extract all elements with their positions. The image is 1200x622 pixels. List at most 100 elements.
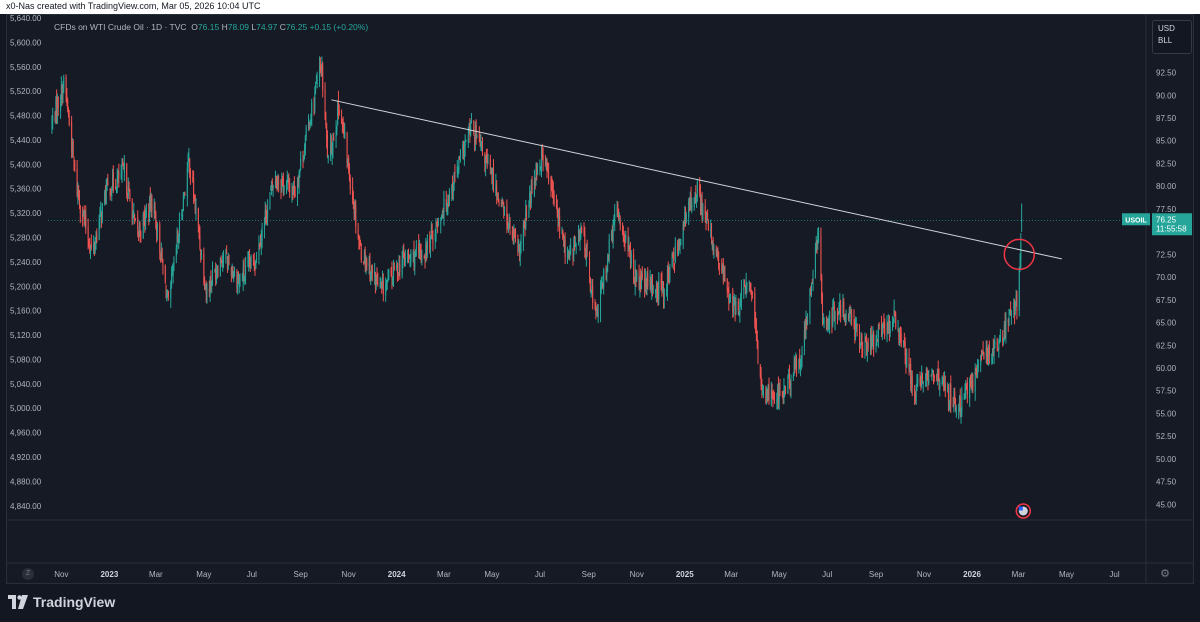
candle-body xyxy=(463,150,465,162)
left-axis-tick-label: 5,240.00 xyxy=(10,258,42,267)
candle-body xyxy=(850,314,852,316)
candle-body xyxy=(937,367,939,375)
candle-body xyxy=(788,373,790,383)
candle-body xyxy=(950,384,952,405)
x-axis-tick-label: 2025 xyxy=(676,570,694,579)
auto-scale-button[interactable]: Z xyxy=(22,568,34,580)
candle-body xyxy=(320,65,322,72)
candle-body xyxy=(567,255,569,256)
candle-body xyxy=(410,252,412,261)
candle-body xyxy=(282,177,284,180)
candle-body xyxy=(215,272,217,277)
candle-body xyxy=(856,323,858,327)
candle-body xyxy=(199,235,201,248)
candle-body xyxy=(1002,337,1004,343)
candle-body xyxy=(486,156,488,161)
candle-body xyxy=(739,302,741,314)
candle-body xyxy=(685,215,687,221)
candle-body xyxy=(456,166,458,173)
candle-body xyxy=(796,359,798,369)
candle-body xyxy=(988,347,990,356)
candle-body xyxy=(370,266,372,271)
candle-body xyxy=(132,215,134,219)
candle-body xyxy=(633,254,635,279)
chart-frame[interactable] xyxy=(6,14,1194,584)
tradingview-logo: TradingView xyxy=(8,594,115,610)
x-axis-tick-label: Sep xyxy=(869,570,884,579)
candle-body xyxy=(723,274,725,280)
candle-body xyxy=(766,388,768,403)
candle-body xyxy=(684,212,686,225)
candle-body xyxy=(773,396,775,404)
candle-body xyxy=(131,201,133,223)
candle-body xyxy=(1008,311,1010,323)
candle-body xyxy=(579,234,581,242)
candle-body xyxy=(183,194,185,199)
candle-body xyxy=(233,275,235,279)
candle-body xyxy=(304,147,306,154)
candle-body xyxy=(927,376,929,382)
candle-body xyxy=(911,375,913,387)
candle-body xyxy=(547,167,549,170)
candle-body xyxy=(1010,311,1012,316)
gear-icon[interactable]: ⚙ xyxy=(1160,568,1170,580)
candle-body xyxy=(259,243,261,247)
candle-body xyxy=(374,270,376,277)
right-axis-tick-label: 87.50 xyxy=(1156,114,1177,123)
candle-body xyxy=(886,322,888,340)
candle-body xyxy=(304,135,306,151)
candle-body xyxy=(398,262,400,273)
candle-body xyxy=(392,276,394,281)
x-axis-tick-label: Mar xyxy=(1012,570,1026,579)
candle-body xyxy=(360,248,362,261)
candle-body xyxy=(282,178,284,190)
candle-body xyxy=(849,312,851,314)
candle-body xyxy=(663,289,665,300)
candle-body xyxy=(122,163,124,166)
candle-body xyxy=(418,243,420,253)
x-axis-tick-label: May xyxy=(772,570,787,579)
candle-body xyxy=(188,155,190,156)
candle-body xyxy=(679,241,681,248)
unit-selector[interactable]: USD BLL xyxy=(1152,20,1192,54)
candle-body xyxy=(551,184,553,187)
candle-body xyxy=(145,213,147,222)
candle-body xyxy=(148,213,150,217)
candle-body xyxy=(645,279,647,290)
candle-body xyxy=(983,352,985,360)
candle-body xyxy=(363,261,365,264)
candle-body xyxy=(707,220,709,231)
candle-body xyxy=(606,270,608,275)
candle-body xyxy=(87,227,89,241)
candle-body xyxy=(816,240,818,246)
candle-body xyxy=(1016,291,1018,312)
candle-body xyxy=(685,210,687,223)
x-axis-tick-label: Sep xyxy=(294,570,309,579)
candle-body xyxy=(462,144,464,151)
right-axis-tick-label: 60.00 xyxy=(1156,364,1177,373)
candle-body xyxy=(949,385,951,405)
candle-body xyxy=(364,251,366,268)
right-axis-tick-label: 50.00 xyxy=(1156,455,1177,464)
footer-bar xyxy=(0,584,1200,622)
candle-body xyxy=(182,214,184,217)
candle-body xyxy=(90,243,92,249)
candle-body xyxy=(454,171,456,174)
candle-body xyxy=(578,233,580,244)
candle-body xyxy=(602,283,604,289)
candle-body xyxy=(166,294,168,301)
candle-body xyxy=(881,326,883,335)
candle-body xyxy=(595,309,597,312)
candle-body xyxy=(56,99,58,119)
candle-body xyxy=(552,186,554,191)
candle-body xyxy=(298,173,300,186)
candle-body xyxy=(528,207,530,217)
candle-body xyxy=(766,389,768,394)
candle-body xyxy=(232,273,234,277)
candle-body xyxy=(283,185,285,191)
candle-body xyxy=(413,249,415,266)
candle-body xyxy=(60,84,62,100)
candle-body xyxy=(331,149,333,156)
candle-body xyxy=(617,204,619,213)
